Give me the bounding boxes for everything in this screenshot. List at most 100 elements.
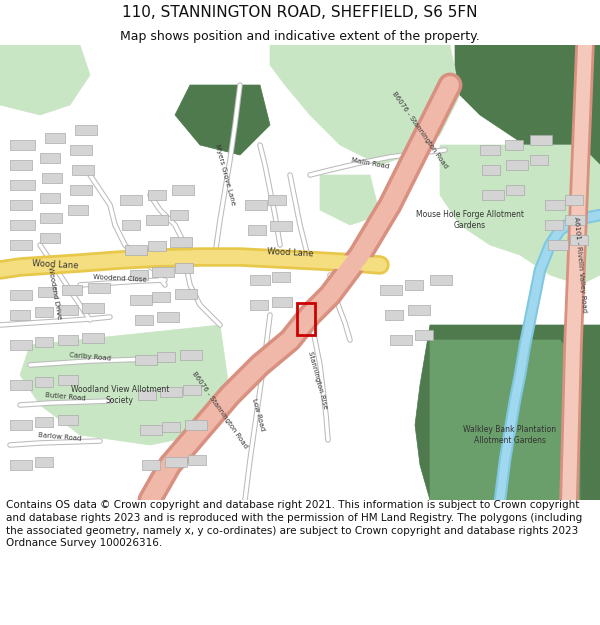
Bar: [506, 160, 528, 170]
Bar: [505, 140, 523, 150]
Bar: [10, 240, 32, 250]
Text: Map shows position and indicative extent of the property.: Map shows position and indicative extent…: [120, 29, 480, 42]
Bar: [480, 145, 500, 155]
Text: Mouse Hole Forge Allotment
Gardens: Mouse Hole Forge Allotment Gardens: [416, 210, 524, 230]
Bar: [35, 417, 53, 427]
Bar: [482, 190, 504, 200]
Bar: [157, 352, 175, 362]
Bar: [390, 335, 412, 345]
Bar: [138, 390, 156, 400]
Bar: [135, 315, 153, 325]
Bar: [58, 375, 78, 385]
Bar: [40, 213, 62, 223]
Bar: [148, 241, 166, 251]
Bar: [72, 165, 94, 175]
Bar: [146, 215, 168, 225]
Bar: [82, 333, 104, 343]
Bar: [35, 457, 53, 467]
Text: 110, STANNINGTON ROAD, SHEFFIELD, S6 5FN: 110, STANNINGTON ROAD, SHEFFIELD, S6 5FN: [122, 6, 478, 21]
Polygon shape: [440, 145, 600, 285]
Bar: [82, 303, 104, 313]
Bar: [75, 125, 97, 135]
Bar: [188, 455, 206, 465]
Polygon shape: [455, 45, 600, 185]
Bar: [62, 285, 82, 295]
Polygon shape: [175, 85, 270, 155]
Bar: [250, 275, 270, 285]
Bar: [120, 195, 142, 205]
Bar: [10, 340, 32, 350]
Text: Malin Road: Malin Road: [350, 157, 389, 169]
Bar: [170, 237, 192, 247]
Bar: [58, 415, 78, 425]
Bar: [160, 387, 182, 397]
Bar: [380, 285, 402, 295]
Bar: [125, 245, 147, 255]
Polygon shape: [430, 340, 580, 500]
Bar: [385, 310, 403, 320]
Text: Walkley Bank Plantation
Allotment Gardens: Walkley Bank Plantation Allotment Garden…: [463, 425, 557, 445]
Bar: [42, 173, 62, 183]
Bar: [408, 305, 430, 315]
Polygon shape: [320, 175, 380, 225]
Bar: [157, 312, 179, 322]
Bar: [68, 205, 88, 215]
Bar: [180, 350, 202, 360]
Bar: [268, 195, 286, 205]
Text: Carlby Road: Carlby Road: [69, 352, 111, 362]
Bar: [530, 135, 552, 145]
Bar: [565, 215, 585, 225]
Bar: [10, 160, 32, 170]
Bar: [162, 422, 180, 432]
Polygon shape: [20, 325, 230, 445]
Polygon shape: [0, 45, 90, 115]
Bar: [565, 195, 583, 205]
Bar: [10, 200, 32, 210]
Bar: [142, 460, 160, 470]
Bar: [248, 225, 266, 235]
Bar: [545, 220, 563, 230]
Bar: [152, 292, 170, 302]
Text: Woodland View Allotment
Society: Woodland View Allotment Society: [71, 385, 169, 405]
Bar: [40, 193, 60, 203]
Bar: [140, 425, 162, 435]
Bar: [165, 457, 187, 467]
Bar: [548, 240, 568, 250]
Bar: [172, 185, 194, 195]
Bar: [40, 153, 60, 163]
Bar: [35, 307, 53, 317]
Bar: [506, 185, 524, 195]
Bar: [170, 210, 188, 220]
Bar: [35, 337, 53, 347]
Bar: [405, 280, 423, 290]
Bar: [185, 420, 207, 430]
Bar: [70, 145, 92, 155]
Bar: [58, 305, 78, 315]
Bar: [130, 270, 148, 280]
Text: Wood Lane: Wood Lane: [32, 259, 79, 271]
Text: Myers Grove Lane: Myers Grove Lane: [214, 144, 236, 206]
Bar: [38, 287, 56, 297]
Bar: [70, 185, 92, 195]
Text: B6076 - Stannington Road: B6076 - Stannington Road: [391, 91, 449, 169]
Bar: [130, 295, 152, 305]
Polygon shape: [270, 45, 460, 165]
Bar: [430, 275, 452, 285]
Bar: [152, 267, 174, 277]
Text: A6101 - Rivelin Valley Road: A6101 - Rivelin Valley Road: [573, 217, 587, 313]
Bar: [415, 330, 433, 340]
Bar: [10, 460, 32, 470]
Bar: [530, 155, 548, 165]
Bar: [10, 290, 32, 300]
Bar: [272, 297, 292, 307]
Text: Butler Road: Butler Road: [44, 392, 85, 402]
Bar: [245, 200, 267, 210]
Bar: [10, 420, 32, 430]
Bar: [135, 355, 157, 365]
Bar: [250, 300, 268, 310]
Text: Woodend Drive: Woodend Drive: [47, 266, 62, 320]
Bar: [10, 220, 35, 230]
Bar: [88, 283, 110, 293]
Text: Woodend Close: Woodend Close: [93, 274, 147, 282]
Bar: [482, 165, 500, 175]
